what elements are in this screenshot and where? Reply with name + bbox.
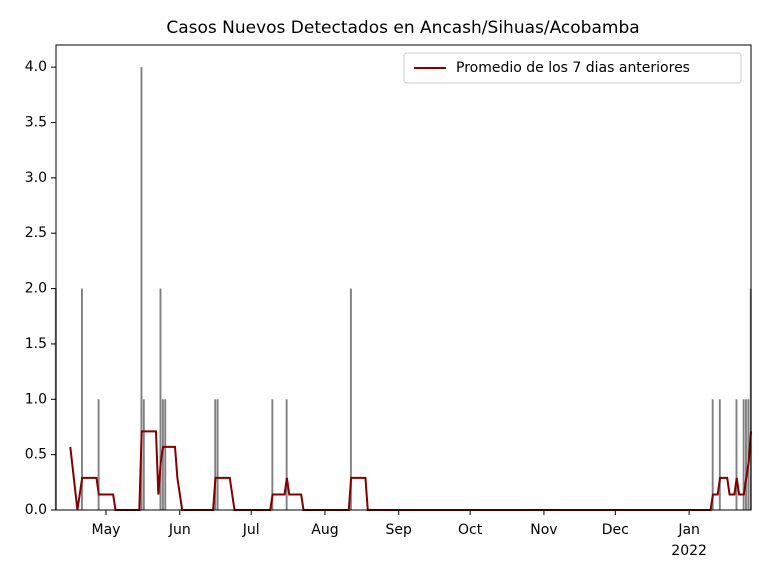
x-tick-label: Oct — [458, 522, 483, 538]
bar — [718, 399, 721, 510]
x-tick-label: May — [92, 522, 121, 538]
x-year-label: 2022 — [671, 543, 707, 559]
bar — [140, 67, 143, 511]
x-tick-label: Jul — [242, 522, 260, 538]
bar — [349, 288, 352, 510]
y-tick-label: 1.0 — [25, 391, 47, 407]
x-tick-label: Dec — [602, 522, 629, 538]
bar — [742, 399, 745, 510]
bar — [271, 399, 274, 510]
bar — [97, 399, 100, 510]
chart-title: Casos Nuevos Detectados en Ancash/Sihuas… — [166, 18, 639, 38]
y-tick-label: 3.5 — [25, 115, 47, 131]
bar — [285, 399, 288, 510]
bar — [142, 399, 145, 510]
y-tick-label: 3.0 — [25, 170, 47, 186]
plot-frame — [55, 44, 752, 511]
bar — [216, 399, 219, 510]
y-tick-label: 0.5 — [25, 447, 47, 463]
bar — [159, 288, 162, 510]
y-tick-label: 2.0 — [25, 281, 47, 297]
x-tick-label: Jun — [168, 522, 191, 538]
x-tick-label: Nov — [530, 522, 557, 538]
bar — [711, 399, 714, 510]
bar — [745, 399, 747, 510]
bar — [164, 399, 167, 510]
y-tick-label: 0.0 — [25, 502, 47, 518]
legend-box — [403, 52, 742, 84]
bar — [735, 399, 738, 510]
x-tick-label: Sep — [386, 522, 413, 538]
y-tick-label: 2.5 — [25, 225, 47, 241]
legend-label: Promedio de los 7 dias anteriores — [456, 60, 690, 76]
y-tick-label: 4.0 — [25, 59, 47, 75]
x-tick-label: Jan — [677, 522, 700, 538]
bar — [80, 288, 83, 510]
x-tick-label: Aug — [311, 522, 338, 538]
average-line — [69, 430, 752, 511]
y-tick-label: 1.5 — [25, 336, 47, 352]
bar — [214, 399, 217, 510]
